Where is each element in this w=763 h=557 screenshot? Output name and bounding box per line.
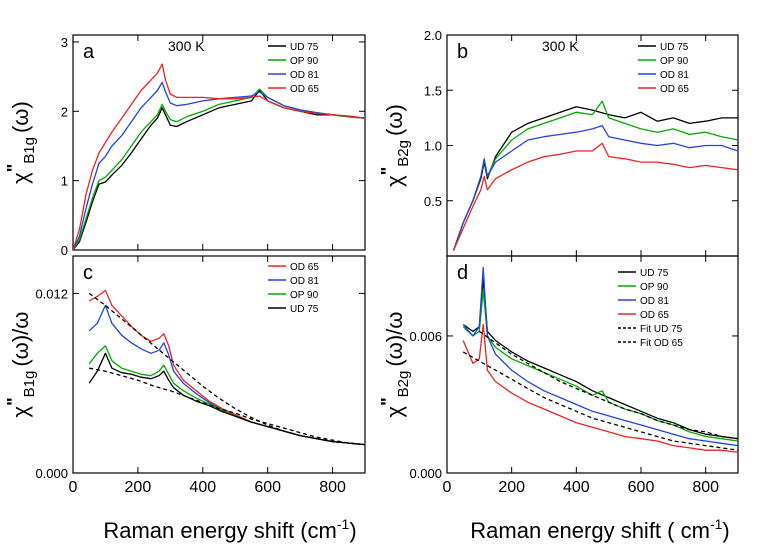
panel-label-a: a — [83, 41, 95, 63]
legend-entry: Fit OD 65 — [640, 338, 683, 349]
series-group-d — [462, 266, 738, 454]
legend-entry: OD 81 — [660, 70, 689, 81]
series-line-od-81 — [462, 266, 738, 447]
series-group-c — [88, 289, 365, 446]
series-line-od-65 — [73, 63, 365, 250]
y-label-tail: (ω) — [8, 101, 33, 133]
y-tick-label: 0.012 — [35, 286, 68, 301]
panel-label-d: d — [457, 262, 468, 284]
plot-frame-a — [72, 34, 366, 251]
x-tick-label: 0 — [69, 479, 78, 496]
y-axis-label-d: χ"B2g (ω)/ω — [378, 312, 412, 418]
x-tick-label: 0 — [443, 479, 452, 496]
series-line-od-65 — [88, 289, 365, 446]
y-label-tail: (ω) — [382, 104, 407, 136]
temperature-annotation-a: 300 K — [168, 38, 205, 54]
series-line-od-81 — [452, 124, 738, 251]
plot-frame-b — [446, 34, 739, 257]
y-axis-label-c: χ"B1g (ω)/ω — [4, 312, 38, 418]
y-tick-label: 0.000 — [409, 466, 442, 481]
y-tick-label: 0.000 — [35, 466, 68, 481]
y-tick-label: 1 — [61, 174, 68, 189]
y-label-tail: (ω)/ω — [8, 312, 33, 367]
y-label-tail: (ω)/ω — [382, 312, 407, 367]
y-tick-label: 0.006 — [409, 329, 442, 344]
y-tick-label: 3 — [61, 35, 68, 50]
y-tick-label: 1.5 — [424, 83, 442, 98]
x-axis-label-left: Raman energy shift (cm-1) — [103, 516, 356, 543]
temperature-annotation-b: 300 K — [542, 38, 579, 54]
legend-entry: OD 81 — [290, 70, 319, 81]
x-tick-label: 600 — [628, 479, 655, 496]
legend-entry: UD 75 — [660, 42, 689, 53]
series-line-op-90 — [88, 345, 365, 446]
y-tick-label: 2 — [61, 104, 68, 119]
legend-entry: OP 90 — [290, 290, 319, 301]
x-tick-label: 800 — [319, 479, 346, 496]
y-label-prime: " — [4, 397, 24, 406]
plot-frame-d — [446, 255, 739, 474]
x-tick-label: 800 — [692, 479, 719, 496]
y-label-chi: χ — [382, 405, 407, 417]
y-tick-label: 2.0 — [424, 28, 442, 43]
legend-entry: OP 90 — [660, 56, 689, 67]
y-label-sub: B1g — [21, 137, 38, 164]
x-tick-label: 600 — [254, 479, 281, 496]
panel-label-b: b — [457, 41, 468, 63]
panel-c: 0 200 400 600 800 0.000 0.012 c OD 65 OD 81 OP 90 U… — [4, 255, 366, 496]
x-axis-label-right: Raman energy shift ( cm-1) — [470, 516, 729, 543]
y-label-sub: B2g — [395, 140, 412, 167]
y-label-prime: " — [378, 167, 398, 176]
series-group-b — [452, 100, 738, 251]
y-axis-label-b: χ"B2g (ω) — [378, 104, 412, 187]
y-axis-label-a: χ"B1g (ω) — [4, 101, 38, 184]
y-tick-label: 1.0 — [424, 139, 442, 154]
y-label-prime: " — [378, 397, 398, 406]
legend-entry: UD 75 — [290, 304, 319, 315]
y-label-sub: B1g — [21, 371, 38, 398]
legend-entry: UD 75 — [640, 268, 669, 279]
legend-entry: OD 81 — [640, 296, 669, 307]
x-tick-label: 200 — [498, 479, 525, 496]
legend-entry: OD 81 — [290, 276, 319, 287]
x-tick-label: 400 — [189, 479, 216, 496]
y-tick-label: 0 — [61, 243, 68, 258]
legend-entry: Fit UD 75 — [640, 324, 683, 335]
y-tick-label: 0.5 — [424, 194, 442, 209]
panel-b: 0.5 1.0 1.5 2.0 b 300 K UD 75 OP 90 OD 81 OD 65 χ"… — [378, 28, 739, 257]
panel-label-c: c — [83, 262, 93, 284]
y-label-prime: " — [4, 164, 24, 173]
legend-entry: OD 65 — [290, 262, 319, 273]
y-label-chi: χ — [8, 172, 33, 184]
series-line-fit-ud-75 — [89, 367, 365, 446]
legend-entry: OD 65 — [290, 84, 319, 95]
series-line-fit-od-65 — [88, 292, 365, 446]
legend-entry: UD 75 — [290, 42, 319, 53]
series-line-ud-75 — [88, 352, 365, 446]
series-line-od-65 — [452, 142, 738, 251]
plot-frame-c — [72, 255, 366, 474]
legend-entry: OD 65 — [660, 84, 689, 95]
series-line-op-90 — [452, 100, 738, 251]
series-line-fit-ud-75 — [478, 330, 738, 440]
series-line-fit-od-65 — [462, 351, 738, 451]
series-group-a — [73, 63, 365, 250]
panel-d: 0 200 400 600 800 0.000 0.006 d UD 75 OP 90 OD 81 O… — [378, 255, 739, 496]
legend-entry: OD 65 — [640, 310, 669, 321]
y-label-sub: B2g — [395, 371, 412, 398]
x-tick-label: 200 — [125, 479, 152, 496]
series-line-op-90 — [462, 289, 738, 442]
series-line-od-81 — [73, 81, 365, 250]
series-line-od-65 — [462, 323, 738, 454]
x-tick-label: 400 — [563, 479, 590, 496]
series-line-ud-75 — [462, 278, 738, 440]
y-label-chi: χ — [382, 175, 407, 187]
legend-entry: OP 90 — [640, 282, 669, 293]
panel-a: 0 1 2 3 a 300 K UD 75 OP 90 OD 81 OD 65 χ"B1g (ω) — [4, 34, 366, 258]
legend-entry: OP 90 — [290, 56, 319, 67]
y-label-chi: χ — [8, 405, 33, 417]
